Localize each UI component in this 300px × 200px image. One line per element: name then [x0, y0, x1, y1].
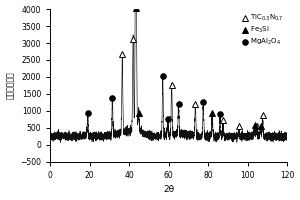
Legend: TiC$_{0.3}$N$_{0.7}$, Fe$_3$Si, MgAl$_2$O$_4$: TiC$_{0.3}$N$_{0.7}$, Fe$_3$Si, MgAl$_2$…: [241, 13, 284, 48]
X-axis label: 2θ: 2θ: [163, 185, 174, 194]
Y-axis label: 相对辐射强度: 相对辐射强度: [6, 72, 15, 99]
